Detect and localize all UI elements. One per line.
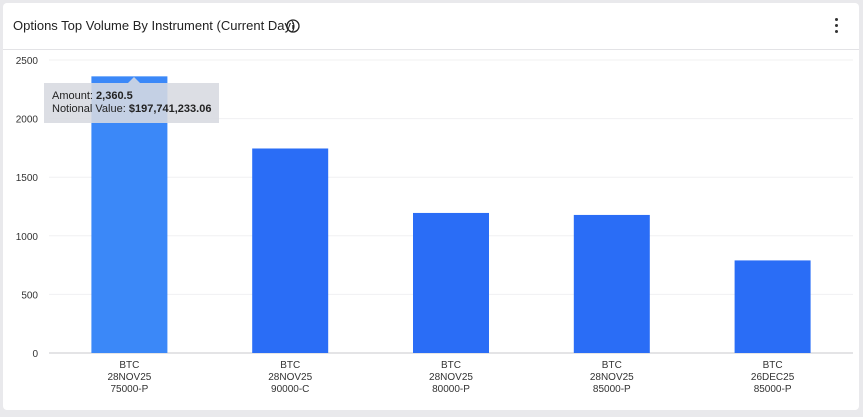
- bar[interactable]: [413, 212, 489, 353]
- x-tick-label: 85000-P: [593, 384, 631, 395]
- x-tick-label: BTC: [763, 360, 783, 371]
- tooltip-amount-label: Amount:: [52, 90, 93, 102]
- x-tick-label: BTC: [119, 360, 139, 371]
- info-icon[interactable]: [286, 19, 300, 33]
- x-tick-label: BTC: [441, 360, 461, 371]
- y-tick-label: 2500: [16, 56, 39, 67]
- tooltip-notional-label: Notional Value:: [52, 103, 126, 115]
- x-tick-label: 28NOV25: [107, 372, 151, 383]
- chart-tooltip: Amount: 2,360.5 Notional Value: $197,741…: [44, 83, 219, 123]
- kebab-menu-icon[interactable]: [831, 16, 841, 36]
- y-tick-label: 1500: [16, 173, 39, 184]
- y-tick-label: 1000: [16, 232, 39, 243]
- x-tick-label: 28NOV25: [268, 372, 312, 383]
- tooltip-caret: [128, 77, 140, 83]
- x-tick-label: 75000-P: [110, 384, 148, 395]
- x-tick-label: 90000-C: [271, 384, 309, 395]
- tooltip-amount-row: Amount: 2,360.5: [52, 90, 219, 103]
- tooltip-amount-value: 2,360.5: [96, 90, 133, 102]
- tooltip-notional-row: Notional Value: $197,741,233.06: [52, 103, 219, 116]
- x-tick-label: 28NOV25: [590, 372, 634, 383]
- x-tick-label: BTC: [602, 360, 622, 371]
- x-tick-label: 80000-P: [432, 384, 470, 395]
- x-tick-label: BTC: [280, 360, 300, 371]
- x-tick-label: 28NOV25: [429, 372, 473, 383]
- bar[interactable]: [573, 214, 650, 353]
- bar[interactable]: [734, 260, 811, 353]
- y-tick-label: 0: [32, 349, 38, 360]
- card-title: Options Top Volume By Instrument (Curren…: [13, 18, 296, 33]
- card-header: Options Top Volume By Instrument (Curren…: [3, 3, 859, 50]
- chart-card: Options Top Volume By Instrument (Curren…: [3, 3, 859, 410]
- tooltip-notional-value: $197,741,233.06: [128, 103, 212, 115]
- bar[interactable]: [252, 148, 329, 353]
- x-tick-label: 26DEC25: [751, 372, 795, 383]
- y-tick-label: 500: [21, 290, 38, 301]
- x-tick-label: 85000-P: [754, 384, 792, 395]
- bar-chart: 05001000150020002500BTC28NOV2575000-PBTC…: [16, 56, 853, 395]
- y-tick-label: 2000: [16, 115, 39, 126]
